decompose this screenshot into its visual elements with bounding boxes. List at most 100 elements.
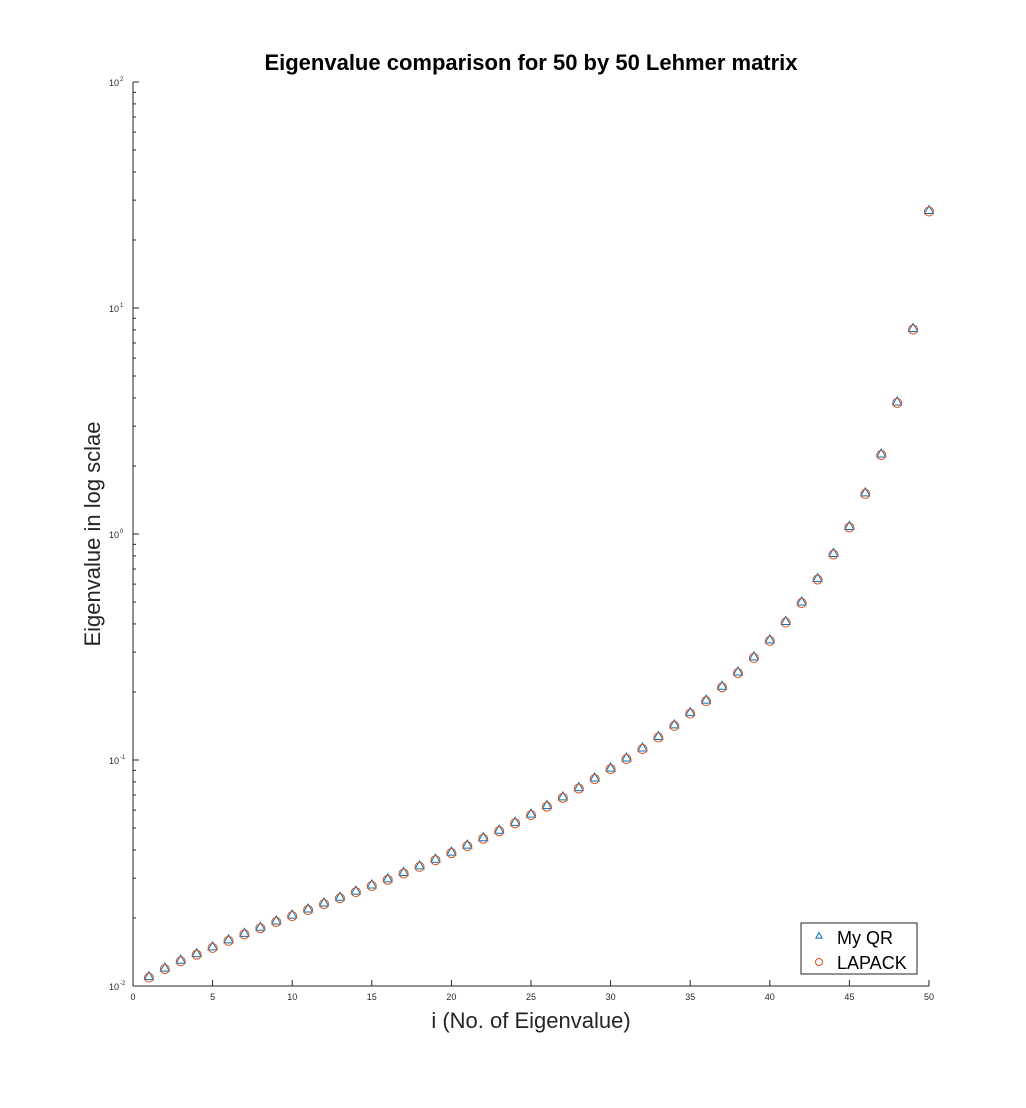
x-tick-label: 15 <box>367 992 377 1002</box>
my-qr-point <box>605 762 616 772</box>
my-qr-point <box>764 633 776 644</box>
x-axis-label: i (No. of Eigenvalue) <box>431 1008 630 1033</box>
my-qr-point <box>700 694 712 704</box>
lapack-point <box>732 668 743 679</box>
my-qr-point <box>541 799 553 810</box>
x-tick-label: 35 <box>685 992 695 1002</box>
my-qr-point <box>732 666 744 676</box>
my-qr-point <box>302 903 314 913</box>
y-tick-label: 10 <box>109 756 119 766</box>
lapack-point <box>892 397 903 408</box>
lapack-point <box>398 868 409 879</box>
my-qr-point <box>557 790 569 801</box>
my-qr-point <box>143 970 155 981</box>
lapack-point <box>541 801 552 812</box>
my-qr-point <box>366 878 378 889</box>
my-qr-point <box>493 824 505 834</box>
lapack-point <box>191 949 202 960</box>
lapack-point <box>207 942 218 953</box>
lapack-point <box>255 923 266 934</box>
lapack-point <box>159 964 170 975</box>
lapack-point <box>780 617 791 628</box>
lapack-point <box>557 792 568 803</box>
lapack-point <box>653 732 664 743</box>
x-tick-label: 5 <box>210 992 215 1002</box>
my-qr-point <box>461 839 473 849</box>
lapack-point <box>685 708 696 719</box>
my-qr-point <box>828 547 839 557</box>
my-qr-point <box>318 896 330 907</box>
legend: My QR LAPACK <box>800 922 918 975</box>
lapack-point <box>828 549 839 560</box>
my-qr-point <box>414 859 425 870</box>
lapack-point <box>303 905 314 916</box>
y-tick-label: 10 <box>109 530 119 540</box>
chart-title: Eigenvalue comparison for 50 by 50 Lehme… <box>264 50 798 75</box>
y-tick-label: 10 <box>109 78 119 88</box>
lapack-point <box>430 855 441 866</box>
legend-circle-marker <box>815 958 823 966</box>
y-tick-exponent: 1 <box>120 303 124 309</box>
x-tick-label: 45 <box>844 992 854 1002</box>
my-qr-point <box>716 680 728 690</box>
lapack-point <box>621 754 632 765</box>
my-qr-point <box>509 816 521 826</box>
lapack-point <box>669 720 680 731</box>
lapack-point <box>637 744 648 755</box>
my-qr-point <box>859 486 871 497</box>
lapack-point <box>701 696 712 707</box>
lapack-point <box>494 826 505 837</box>
legend-label-lapack: LAPACK <box>837 953 907 973</box>
my-qr-point <box>907 322 919 332</box>
my-qr-point <box>684 706 696 717</box>
my-qr-point <box>350 885 362 895</box>
lapack-point <box>526 810 536 821</box>
my-qr-point <box>637 741 648 752</box>
lapack-point <box>334 893 345 904</box>
my-qr-point <box>159 962 171 972</box>
my-qr-point <box>334 891 346 901</box>
lapack-point <box>319 898 330 909</box>
my-qr-point <box>668 718 680 729</box>
my-qr-point <box>844 520 855 530</box>
lapack-point <box>924 206 934 217</box>
my-qr-point <box>653 730 664 741</box>
y-tick-exponent: 2 <box>120 77 124 83</box>
my-qr-point <box>891 395 903 406</box>
legend-triangle-marker <box>814 931 824 939</box>
lapack-point <box>844 522 855 533</box>
lapack-point <box>350 887 361 898</box>
my-qr-point <box>398 866 409 876</box>
y-axis-label: Eigenvalue in log sclae <box>80 421 105 646</box>
my-qr-point <box>812 572 823 583</box>
my-qr-point <box>573 781 585 792</box>
lapack-point <box>573 783 584 794</box>
lapack-point <box>223 935 234 946</box>
my-qr-point <box>525 808 537 818</box>
my-qr-point <box>748 650 760 661</box>
x-tick-label: 40 <box>765 992 775 1002</box>
x-tick-label: 10 <box>287 992 297 1002</box>
y-tick-exponent: 0 <box>120 529 124 535</box>
lapack-point <box>860 488 871 499</box>
my-qr-point <box>270 914 282 925</box>
my-qr-point <box>875 447 887 458</box>
my-qr-point <box>446 846 457 856</box>
my-qr-point <box>207 940 218 951</box>
lapack-point <box>812 574 823 585</box>
lapack-point <box>510 818 521 829</box>
my-qr-point <box>589 772 601 782</box>
lapack-point <box>589 774 600 785</box>
my-qr-point <box>780 615 792 626</box>
lapack-point <box>462 841 473 852</box>
lapack-point <box>876 449 887 460</box>
y-tick-label: 10 <box>109 982 119 992</box>
lapack-point <box>239 929 250 940</box>
lapack-point <box>478 833 489 844</box>
my-qr-point <box>286 909 298 919</box>
lapack-point <box>271 916 282 927</box>
lapack-point <box>908 324 919 335</box>
my-qr-point <box>191 947 203 958</box>
y-tick-exponent: -2 <box>120 981 126 987</box>
